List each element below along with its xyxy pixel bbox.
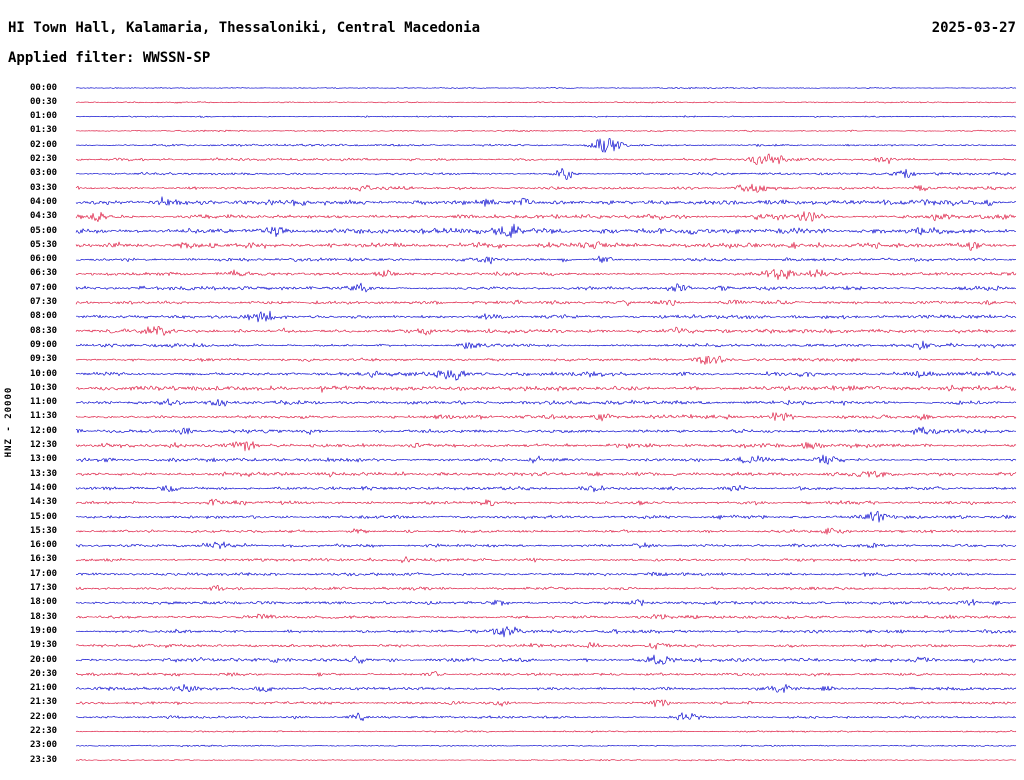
time-label: 17:00	[30, 568, 58, 579]
time-label: 09:00	[30, 339, 58, 350]
time-label: 19:30	[30, 640, 58, 651]
time-label: 15:00	[30, 511, 58, 522]
time-label: 21:30	[30, 697, 58, 708]
record-date: 2025-03-27	[931, 20, 1016, 36]
time-label: 14:30	[30, 497, 58, 508]
time-label: 06:30	[30, 268, 58, 279]
time-label: 11:30	[30, 411, 58, 422]
time-label: 08:30	[30, 325, 58, 336]
time-label: 19:00	[30, 625, 58, 636]
time-label: 14:00	[30, 482, 58, 493]
time-label: 02:00	[30, 139, 58, 150]
time-label: 06:00	[30, 254, 58, 265]
time-label: 20:00	[30, 654, 58, 665]
time-label: 23:30	[30, 754, 58, 765]
time-label: 03:00	[30, 168, 58, 179]
time-label: 07:30	[30, 297, 58, 307]
time-label: 22:30	[30, 726, 58, 736]
time-label: 08:00	[30, 311, 58, 322]
time-label: 22:00	[30, 711, 58, 722]
y-axis-label: HNZ - 20000	[4, 386, 14, 458]
time-label: 17:30	[30, 583, 58, 593]
time-label: 23:00	[30, 740, 58, 751]
filter-label: Applied filter: WWSSN-SP	[8, 50, 211, 66]
time-label: 05:00	[30, 225, 58, 236]
time-label: 11:00	[30, 397, 58, 408]
time-label: 21:00	[30, 683, 58, 694]
time-label: 15:30	[30, 525, 58, 536]
station-title: HI Town Hall, Kalamaria, Thessaloniki, C…	[8, 20, 481, 36]
time-label: 13:30	[30, 468, 58, 479]
time-label: 18:00	[30, 597, 58, 608]
time-label: 16:00	[30, 540, 58, 551]
time-label: 10:30	[30, 382, 58, 393]
time-label: 05:30	[30, 239, 58, 250]
time-label: 02:30	[30, 154, 58, 164]
time-label: 20:30	[30, 668, 58, 679]
time-label: 01:30	[30, 125, 58, 136]
time-label: 12:30	[30, 440, 58, 450]
time-label: 07:00	[30, 282, 58, 293]
time-label: 13:00	[30, 454, 58, 465]
time-label: 16:30	[30, 554, 58, 565]
time-label: 04:30	[30, 211, 58, 222]
time-label: 00:30	[30, 96, 58, 107]
time-label: 04:00	[30, 196, 58, 207]
time-label: 03:30	[30, 182, 58, 193]
time-label: 01:00	[30, 111, 58, 122]
time-label: 00:00	[30, 82, 58, 93]
time-label: 10:00	[30, 368, 58, 379]
time-label: 12:00	[30, 425, 58, 436]
time-label: 09:30	[30, 354, 58, 365]
time-label: 18:30	[30, 611, 58, 622]
